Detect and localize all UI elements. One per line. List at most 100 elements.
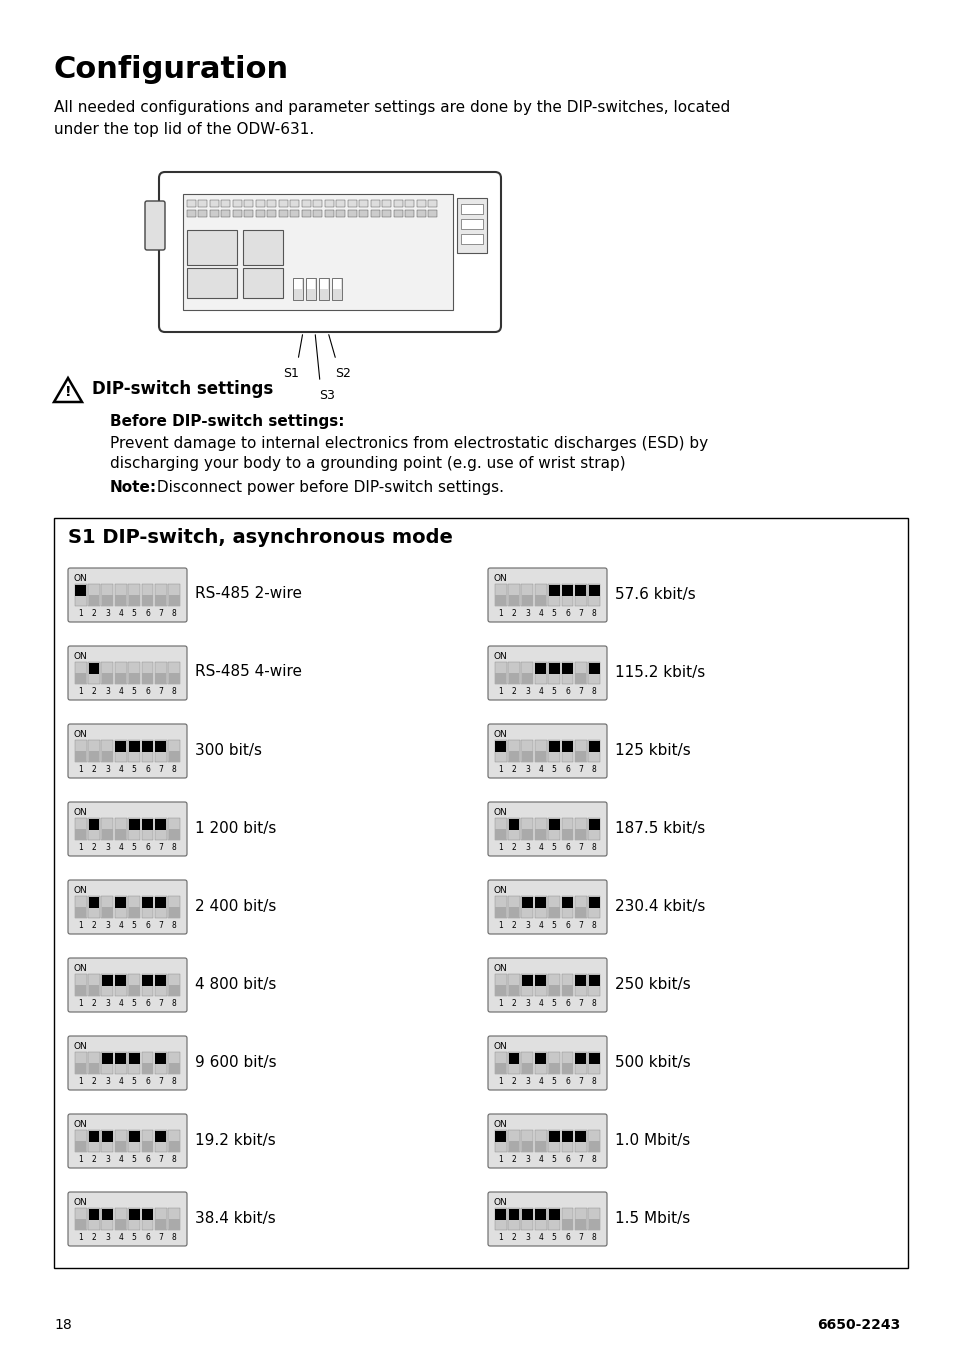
Bar bbox=[535, 1141, 546, 1151]
Bar bbox=[495, 1131, 506, 1141]
Bar bbox=[575, 907, 586, 918]
Text: 7: 7 bbox=[158, 1233, 163, 1242]
Text: 4: 4 bbox=[118, 1233, 123, 1242]
Bar bbox=[278, 200, 288, 207]
Bar bbox=[115, 975, 126, 986]
Bar bbox=[142, 596, 152, 605]
Bar bbox=[548, 1131, 559, 1141]
Text: 187.5 kbit/s: 187.5 kbit/s bbox=[615, 821, 704, 835]
Bar bbox=[114, 1052, 127, 1074]
Bar bbox=[535, 662, 546, 684]
Text: 230.4 kbit/s: 230.4 kbit/s bbox=[615, 899, 704, 914]
Bar bbox=[154, 974, 167, 997]
Bar bbox=[588, 975, 599, 986]
Bar bbox=[508, 1209, 519, 1220]
Bar bbox=[456, 198, 486, 253]
Bar bbox=[221, 200, 231, 207]
Text: Disconnect power before DIP-switch settings.: Disconnect power before DIP-switch setti… bbox=[152, 481, 503, 496]
Bar bbox=[128, 1052, 140, 1074]
Bar bbox=[548, 662, 559, 684]
Text: 6: 6 bbox=[145, 999, 150, 1007]
Bar bbox=[74, 974, 87, 997]
Bar bbox=[588, 662, 599, 684]
Text: 2: 2 bbox=[91, 999, 96, 1007]
Bar bbox=[115, 741, 126, 751]
Bar bbox=[521, 1131, 533, 1152]
Bar bbox=[588, 896, 599, 907]
FancyBboxPatch shape bbox=[145, 200, 165, 250]
Bar bbox=[521, 751, 533, 761]
Bar bbox=[129, 986, 139, 995]
Text: 8: 8 bbox=[172, 609, 176, 617]
Bar bbox=[74, 1208, 87, 1229]
Text: 8: 8 bbox=[591, 999, 596, 1007]
Bar bbox=[291, 210, 299, 217]
Text: 1: 1 bbox=[78, 1076, 83, 1086]
Bar bbox=[535, 974, 546, 997]
Bar bbox=[155, 741, 166, 751]
Text: 1: 1 bbox=[497, 609, 502, 617]
Bar bbox=[291, 200, 299, 207]
Text: 1: 1 bbox=[497, 1233, 502, 1242]
Bar bbox=[128, 584, 140, 607]
Bar bbox=[508, 1053, 519, 1063]
Bar bbox=[495, 830, 506, 839]
Bar bbox=[114, 896, 127, 918]
Text: 4: 4 bbox=[118, 765, 123, 774]
Bar bbox=[307, 279, 314, 288]
Bar bbox=[495, 1131, 506, 1152]
Text: 1: 1 bbox=[497, 1155, 502, 1164]
Bar bbox=[359, 200, 368, 207]
Text: 1: 1 bbox=[78, 1233, 83, 1242]
Bar bbox=[267, 200, 276, 207]
Text: 6: 6 bbox=[564, 1233, 569, 1242]
Bar bbox=[588, 1141, 599, 1151]
Bar bbox=[141, 818, 153, 839]
Bar bbox=[314, 210, 322, 217]
Bar bbox=[561, 974, 573, 997]
Bar bbox=[243, 230, 283, 265]
Bar bbox=[101, 584, 113, 607]
Bar bbox=[155, 673, 166, 684]
Bar bbox=[535, 818, 546, 839]
Text: 500 kbit/s: 500 kbit/s bbox=[615, 1055, 690, 1070]
Text: 6650-2243: 6650-2243 bbox=[816, 1317, 899, 1332]
Bar bbox=[75, 751, 86, 761]
Text: 2: 2 bbox=[511, 999, 516, 1007]
Text: 8: 8 bbox=[172, 1233, 176, 1242]
Bar bbox=[141, 1208, 153, 1229]
Bar bbox=[89, 1209, 99, 1220]
Bar bbox=[128, 1131, 140, 1152]
Text: 7: 7 bbox=[158, 686, 163, 696]
Text: ON: ON bbox=[494, 886, 507, 895]
Bar bbox=[75, 585, 86, 596]
Bar bbox=[521, 1052, 533, 1074]
Bar bbox=[535, 1052, 546, 1074]
Text: 5: 5 bbox=[551, 921, 556, 930]
Bar bbox=[495, 584, 506, 607]
Bar bbox=[168, 584, 180, 607]
Bar bbox=[244, 200, 253, 207]
Bar bbox=[548, 974, 559, 997]
Bar bbox=[155, 896, 166, 907]
Bar bbox=[371, 200, 379, 207]
Bar bbox=[521, 1141, 533, 1151]
Bar bbox=[460, 219, 482, 229]
Text: ON: ON bbox=[74, 808, 88, 816]
Bar bbox=[243, 268, 283, 298]
Bar bbox=[114, 818, 127, 839]
Text: 6: 6 bbox=[564, 686, 569, 696]
Text: 8: 8 bbox=[172, 1076, 176, 1086]
Text: 4: 4 bbox=[118, 1076, 123, 1086]
Bar bbox=[75, 673, 86, 684]
Text: 4: 4 bbox=[537, 686, 542, 696]
Text: ON: ON bbox=[494, 808, 507, 816]
Bar bbox=[336, 200, 345, 207]
Bar bbox=[75, 1063, 86, 1074]
Bar bbox=[588, 1052, 599, 1074]
Bar bbox=[508, 673, 519, 684]
Text: 5: 5 bbox=[132, 609, 136, 617]
Text: 8: 8 bbox=[591, 1076, 596, 1086]
Text: 6: 6 bbox=[564, 1076, 569, 1086]
Bar bbox=[575, 975, 586, 986]
